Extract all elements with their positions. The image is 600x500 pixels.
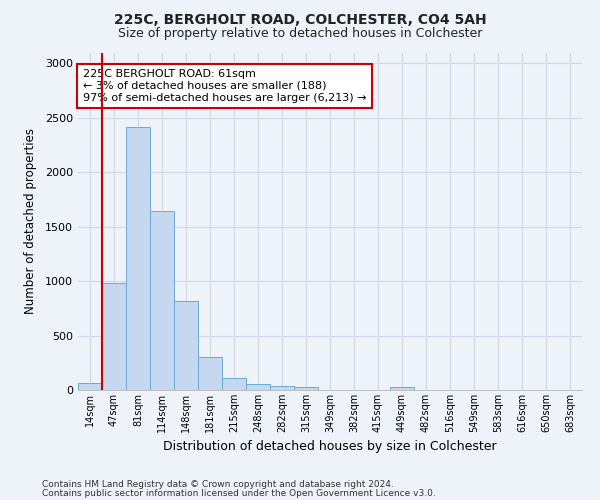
Bar bbox=[270, 386, 294, 390]
Bar bbox=[222, 378, 246, 390]
Bar bbox=[126, 126, 150, 390]
Bar bbox=[150, 212, 174, 390]
Bar bbox=[198, 357, 222, 390]
Text: 225C, BERGHOLT ROAD, COLCHESTER, CO4 5AH: 225C, BERGHOLT ROAD, COLCHESTER, CO4 5AH bbox=[113, 12, 487, 26]
Text: 225C BERGHOLT ROAD: 61sqm
← 3% of detached houses are smaller (188)
97% of semi-: 225C BERGHOLT ROAD: 61sqm ← 3% of detach… bbox=[83, 70, 367, 102]
Bar bbox=[390, 386, 414, 390]
Bar bbox=[174, 300, 198, 390]
Bar bbox=[78, 384, 102, 390]
Bar bbox=[246, 384, 270, 390]
Y-axis label: Number of detached properties: Number of detached properties bbox=[23, 128, 37, 314]
Text: Contains HM Land Registry data © Crown copyright and database right 2024.: Contains HM Land Registry data © Crown c… bbox=[42, 480, 394, 489]
Text: Contains public sector information licensed under the Open Government Licence v3: Contains public sector information licen… bbox=[42, 488, 436, 498]
Bar bbox=[294, 388, 318, 390]
Bar bbox=[102, 284, 126, 390]
Text: Size of property relative to detached houses in Colchester: Size of property relative to detached ho… bbox=[118, 28, 482, 40]
X-axis label: Distribution of detached houses by size in Colchester: Distribution of detached houses by size … bbox=[163, 440, 497, 454]
